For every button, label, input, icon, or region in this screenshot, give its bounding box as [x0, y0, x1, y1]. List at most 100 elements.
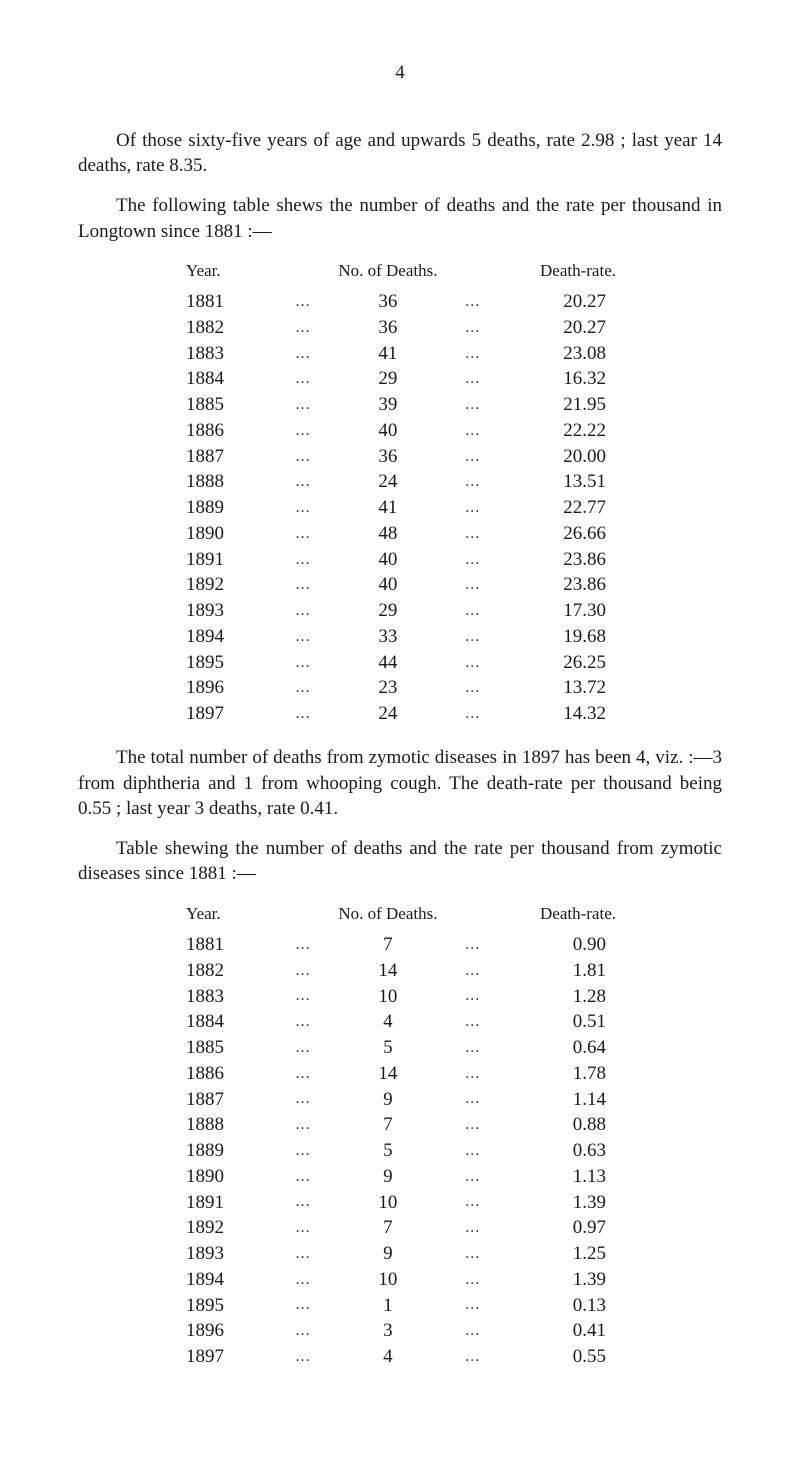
deaths-table-1: Year. No. of Deaths. Death-rate. 1881...… — [186, 258, 616, 727]
cell-rate: 13.72 — [491, 675, 616, 701]
cell-year: 1895 — [186, 1293, 285, 1319]
table-row: 1884...29...16.32 — [186, 366, 616, 392]
paragraph-zymotic-summary: The total number of deaths from zymotic … — [78, 745, 722, 822]
cell-year: 1893 — [186, 598, 285, 624]
paragraph-intro: Of those sixty-five years of age and upw… — [78, 128, 722, 179]
dots-separator: ... — [285, 958, 322, 984]
dots-separator: ... — [454, 1241, 491, 1267]
col-spacer — [285, 901, 322, 932]
col-header-rate: Death-rate. — [491, 258, 616, 289]
cell-year: 1883 — [186, 984, 285, 1010]
dots-separator: ... — [454, 572, 491, 598]
cell-year: 1889 — [186, 495, 285, 521]
cell-deaths: 14 — [322, 958, 455, 984]
dots-separator: ... — [454, 1061, 491, 1087]
cell-year: 1890 — [186, 1164, 285, 1190]
dots-separator: ... — [454, 1035, 491, 1061]
dots-separator: ... — [285, 1138, 322, 1164]
paragraph-table2-intro: Table shewing the number of deaths and t… — [78, 836, 722, 887]
cell-rate: 14.32 — [491, 701, 616, 727]
dots-separator: ... — [454, 1318, 491, 1344]
cell-rate: 0.97 — [491, 1215, 616, 1241]
col-spacer — [454, 901, 491, 932]
dots-separator: ... — [454, 932, 491, 958]
cell-rate: 23.86 — [491, 572, 616, 598]
cell-deaths: 39 — [322, 392, 455, 418]
dots-separator: ... — [454, 1190, 491, 1216]
dots-separator: ... — [285, 572, 322, 598]
dots-separator: ... — [454, 1293, 491, 1319]
cell-deaths: 5 — [322, 1138, 455, 1164]
cell-deaths: 7 — [322, 932, 455, 958]
cell-year: 1888 — [186, 1112, 285, 1138]
cell-deaths: 14 — [322, 1061, 455, 1087]
table-row: 1886...14...1.78 — [186, 1061, 616, 1087]
table-row: 1888...7...0.88 — [186, 1112, 616, 1138]
cell-rate: 1.81 — [491, 958, 616, 984]
cell-deaths: 44 — [322, 650, 455, 676]
table-row: 1891...40...23.86 — [186, 547, 616, 573]
cell-rate: 22.77 — [491, 495, 616, 521]
cell-rate: 26.66 — [491, 521, 616, 547]
dots-separator: ... — [454, 547, 491, 573]
cell-rate: 1.78 — [491, 1061, 616, 1087]
cell-deaths: 40 — [322, 547, 455, 573]
cell-year: 1885 — [186, 1035, 285, 1061]
table-row: 1892...7...0.97 — [186, 1215, 616, 1241]
table-row: 1888...24...13.51 — [186, 469, 616, 495]
cell-year: 1896 — [186, 1318, 285, 1344]
dots-separator: ... — [285, 1061, 322, 1087]
cell-rate: 0.55 — [491, 1344, 616, 1370]
table-row: 1881...36...20.27 — [186, 289, 616, 315]
table-row: 1889...5...0.63 — [186, 1138, 616, 1164]
cell-rate: 26.25 — [491, 650, 616, 676]
table-row: 1890...9...1.13 — [186, 1164, 616, 1190]
dots-separator: ... — [285, 1112, 322, 1138]
table-row: 1893...29...17.30 — [186, 598, 616, 624]
cell-year: 1882 — [186, 315, 285, 341]
dots-separator: ... — [454, 1087, 491, 1113]
col-spacer — [285, 258, 322, 289]
cell-year: 1887 — [186, 1087, 285, 1113]
dots-separator: ... — [454, 1164, 491, 1190]
cell-year: 1888 — [186, 469, 285, 495]
cell-rate: 16.32 — [491, 366, 616, 392]
cell-rate: 0.13 — [491, 1293, 616, 1319]
deaths-table-2-wrap: Year. No. of Deaths. Death-rate. 1881...… — [78, 901, 722, 1370]
table-header-row: Year. No. of Deaths. Death-rate. — [186, 258, 616, 289]
cell-rate: 20.00 — [491, 444, 616, 470]
dots-separator: ... — [454, 1009, 491, 1035]
dots-separator: ... — [454, 469, 491, 495]
dots-separator: ... — [285, 366, 322, 392]
deaths-table-2: Year. No. of Deaths. Death-rate. 1881...… — [186, 901, 616, 1370]
dots-separator: ... — [454, 444, 491, 470]
dots-separator: ... — [285, 650, 322, 676]
cell-year: 1897 — [186, 1344, 285, 1370]
table-row: 1887...9...1.14 — [186, 1087, 616, 1113]
cell-year: 1885 — [186, 392, 285, 418]
cell-deaths: 9 — [322, 1241, 455, 1267]
paragraph-table1-intro: The following table shews the number of … — [78, 193, 722, 244]
col-header-year: Year. — [186, 901, 285, 932]
cell-deaths: 10 — [322, 1267, 455, 1293]
dots-separator: ... — [285, 289, 322, 315]
cell-deaths: 41 — [322, 495, 455, 521]
dots-separator: ... — [285, 1293, 322, 1319]
cell-year: 1894 — [186, 624, 285, 650]
dots-separator: ... — [454, 701, 491, 727]
dots-separator: ... — [285, 1009, 322, 1035]
cell-rate: 1.14 — [491, 1087, 616, 1113]
table-row: 1897...24...14.32 — [186, 701, 616, 727]
cell-rate: 13.51 — [491, 469, 616, 495]
cell-deaths: 5 — [322, 1035, 455, 1061]
cell-year: 1894 — [186, 1267, 285, 1293]
cell-deaths: 41 — [322, 341, 455, 367]
dots-separator: ... — [285, 547, 322, 573]
cell-deaths: 7 — [322, 1112, 455, 1138]
cell-deaths: 40 — [322, 418, 455, 444]
dots-separator: ... — [454, 315, 491, 341]
dots-separator: ... — [285, 1241, 322, 1267]
table-row: 1885...5...0.64 — [186, 1035, 616, 1061]
dots-separator: ... — [454, 392, 491, 418]
dots-separator: ... — [285, 675, 322, 701]
